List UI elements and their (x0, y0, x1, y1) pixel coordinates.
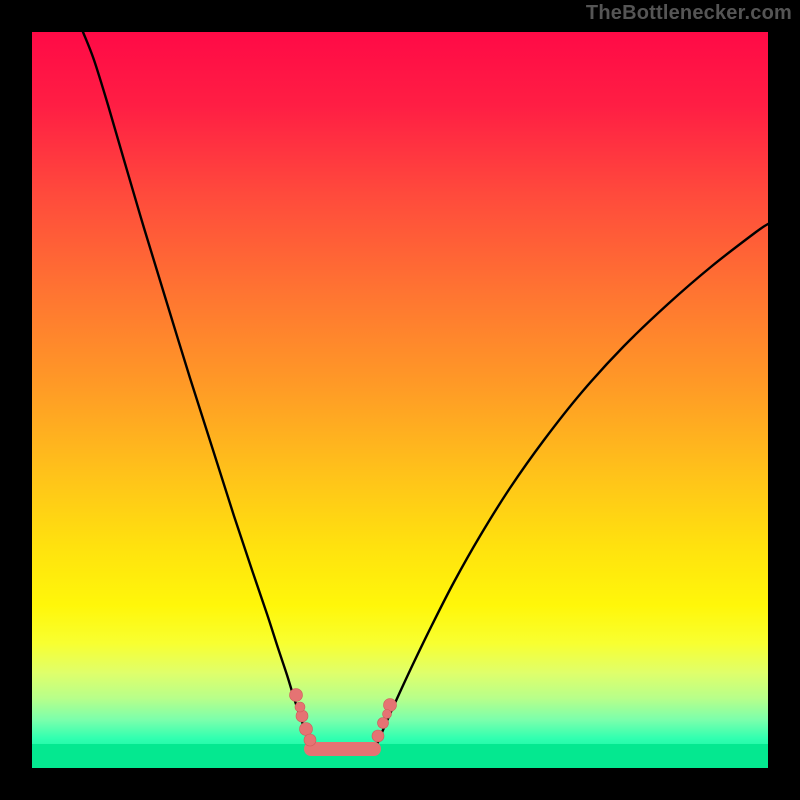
bottleneck-curve-chart (0, 0, 800, 800)
marker-dot (378, 718, 389, 729)
chart-container: TheBottlenecker.com (0, 0, 800, 800)
plot-background (32, 32, 768, 768)
watermark-text: TheBottlenecker.com (586, 2, 792, 25)
marker-dot (295, 702, 305, 712)
marker-dot (383, 710, 392, 719)
marker-dot (290, 689, 303, 702)
marker-dot (300, 723, 313, 736)
marker-dot (304, 734, 316, 746)
marker-dot (372, 730, 384, 742)
threshold-band (32, 744, 768, 768)
